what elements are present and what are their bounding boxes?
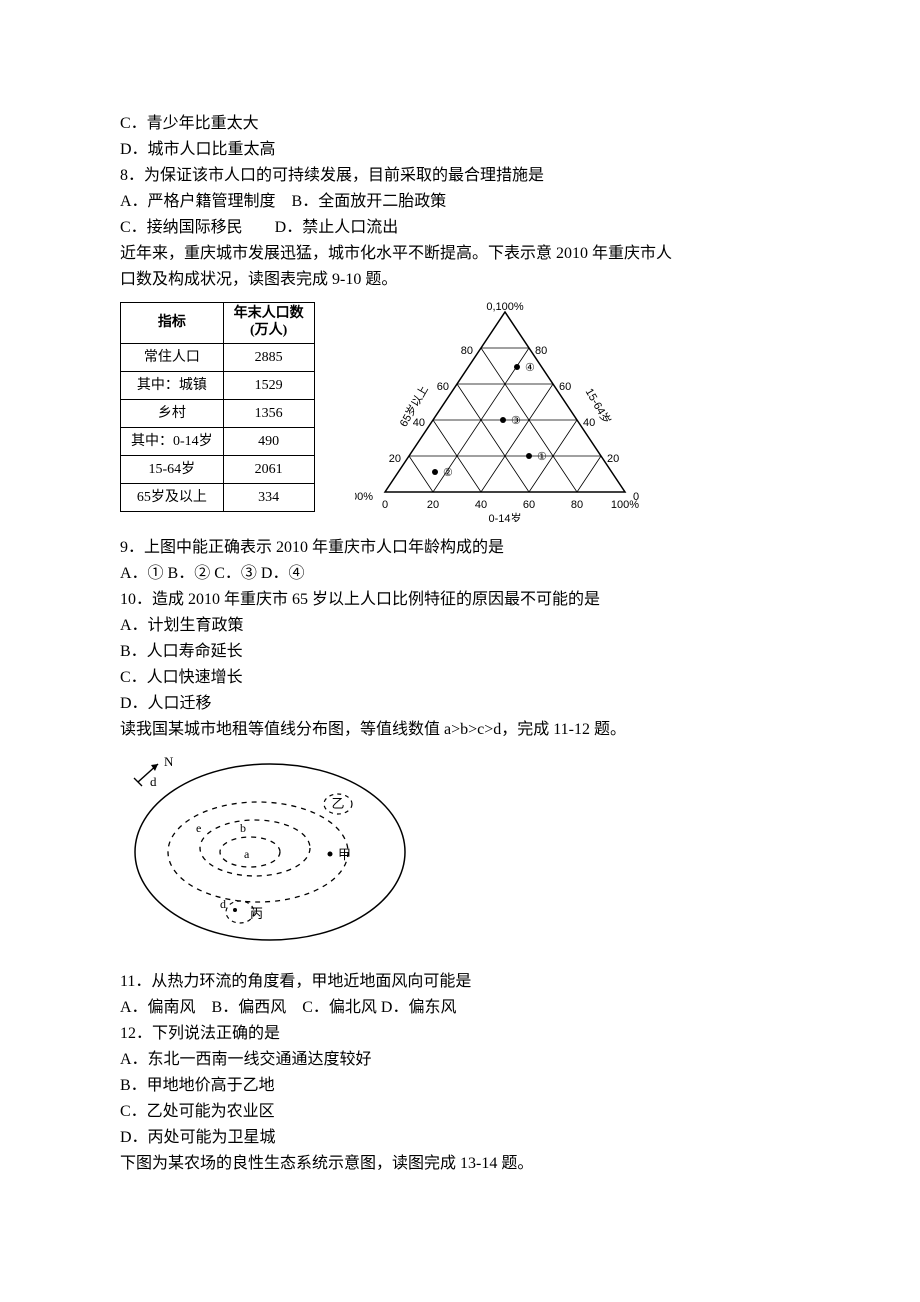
- q10-option-b: B．人口寿命延长: [120, 640, 800, 664]
- ternary-svg: 20 40 60 80 100% 0,100% 80 60 40 20 0 0 …: [355, 302, 655, 522]
- svg-text:100%: 100%: [355, 491, 373, 503]
- svg-text:0,100%: 0,100%: [486, 302, 524, 313]
- svg-text:60: 60: [559, 381, 571, 393]
- svg-text:40: 40: [583, 417, 595, 429]
- svg-text:20: 20: [607, 453, 619, 465]
- svg-text:100%: 100%: [611, 499, 639, 511]
- q10-option-c: C．人口快速增长: [120, 666, 800, 690]
- svg-text:d: d: [220, 897, 226, 911]
- figure-row-table-triangle: 指标 年末人口数(万人) 常住人口2885 其中：城镇1529 乡村1356 其…: [120, 302, 800, 522]
- table-header-col1: 指标: [121, 303, 224, 344]
- svg-text:20: 20: [388, 453, 400, 465]
- cell-value: 1529: [223, 371, 314, 399]
- cell-value: 1356: [223, 399, 314, 427]
- svg-text:80: 80: [460, 345, 472, 357]
- cell-label: 其中：城镇: [121, 371, 224, 399]
- table-header-col2: 年末人口数(万人): [223, 303, 314, 344]
- q11-options: A．偏南风 B．偏西风 C．偏北风 D．偏东风: [120, 996, 800, 1020]
- cell-value: 2061: [223, 455, 314, 483]
- q12-option-b: B．甲地地价高于乙地: [120, 1074, 800, 1098]
- ternary-chart: 20 40 60 80 100% 0,100% 80 60 40 20 0 0 …: [355, 302, 655, 522]
- svg-text:②: ②: [443, 467, 453, 479]
- cell-label: 65岁及以上: [121, 483, 224, 511]
- cell-value: 334: [223, 483, 314, 511]
- svg-text:60: 60: [436, 381, 448, 393]
- svg-text:e: e: [196, 821, 201, 835]
- table-row: 其中：0-14岁490: [121, 427, 315, 455]
- svg-text:40: 40: [475, 499, 487, 511]
- svg-text:①: ①: [537, 451, 547, 463]
- q8-stem: 8．为保证该市人口的可持续发展，目前采取的最合理措施是: [120, 164, 800, 188]
- svg-text:b: b: [240, 821, 246, 835]
- svg-text:80: 80: [535, 345, 547, 357]
- cell-value: 490: [223, 427, 314, 455]
- table-row: 15-64岁2061: [121, 455, 315, 483]
- page-root: C．青少年比重太大 D．城市人口比重太高 8．为保证该市人口的可持续发展，目前采…: [0, 0, 920, 1238]
- cell-label: 其中：0-14岁: [121, 427, 224, 455]
- svg-text:③: ③: [511, 415, 521, 427]
- svg-text:a: a: [244, 847, 250, 861]
- cell-label: 15-64岁: [121, 455, 224, 483]
- svg-text:甲: 甲: [338, 847, 351, 862]
- table-row: 65岁及以上334: [121, 483, 315, 511]
- q11-stem: 11．从热力环流的角度看，甲地近地面风向可能是: [120, 970, 800, 994]
- q8-options-cd: C．接纳国际移民 D．禁止人口流出: [120, 216, 800, 240]
- svg-text:20: 20: [427, 499, 439, 511]
- q10-stem: 10．造成 2010 年重庆市 65 岁以上人口比例特征的原因最不可能的是: [120, 588, 800, 612]
- q12-option-d: D．丙处可能为卫星城: [120, 1126, 800, 1150]
- table-row: 乡村1356: [121, 399, 315, 427]
- svg-text:80: 80: [571, 499, 583, 511]
- q7-option-c: C．青少年比重太大: [120, 112, 800, 136]
- cell-label: 常住人口: [121, 343, 224, 371]
- svg-text:④: ④: [525, 362, 535, 374]
- svg-text:40: 40: [412, 417, 424, 429]
- svg-text:0: 0: [382, 499, 388, 511]
- q10-option-d: D．人口迁移: [120, 692, 800, 716]
- q7-option-d: D．城市人口比重太高: [120, 138, 800, 162]
- svg-text:0-14岁: 0-14岁: [488, 511, 521, 522]
- svg-text:N: N: [164, 754, 174, 769]
- q9-intro-line1: 近年来，重庆城市发展迅猛，城市化水平不断提高。下表示意 2010 年重庆市人: [120, 242, 800, 266]
- q9-options: A．① B．② C．③ D．④: [120, 562, 800, 586]
- q9-intro-line2: 口数及构成状况，读图表完成 9-10 题。: [120, 268, 800, 292]
- cell-label: 乡村: [121, 399, 224, 427]
- q12-option-c: C．乙处可能为农业区: [120, 1100, 800, 1124]
- cell-value: 2885: [223, 343, 314, 371]
- q12-option-a: A．东北一西南一线交通通达度较好: [120, 1048, 800, 1072]
- svg-text:60: 60: [523, 499, 535, 511]
- table-row: 常住人口2885: [121, 343, 315, 371]
- q12-stem: 12．下列说法正确的是: [120, 1022, 800, 1046]
- svg-text:丙: 丙: [250, 906, 263, 921]
- q9-stem: 9．上图中能正确表示 2010 年重庆市人口年龄构成的是: [120, 536, 800, 560]
- population-table: 指标 年末人口数(万人) 常住人口2885 其中：城镇1529 乡村1356 其…: [120, 302, 315, 512]
- q10-option-a: A．计划生育政策: [120, 614, 800, 638]
- q8-options-ab: A．严格户籍管理制度 B．全面放开二胎政策: [120, 190, 800, 214]
- table-row: 其中：城镇1529: [121, 371, 315, 399]
- svg-text:乙: 乙: [331, 796, 344, 811]
- contour-svg: 乙 d 丙 甲 d e b a N: [120, 752, 420, 952]
- q11-intro: 读我国某城市地租等值线分布图，等值线数值 a>b>c>d，完成 11-12 题。: [120, 718, 800, 742]
- svg-text:d: d: [150, 774, 157, 789]
- q13-intro: 下图为某农场的良性生态系统示意图，读图完成 13-14 题。: [120, 1152, 800, 1176]
- rent-contour-map: 乙 d 丙 甲 d e b a N: [120, 752, 800, 952]
